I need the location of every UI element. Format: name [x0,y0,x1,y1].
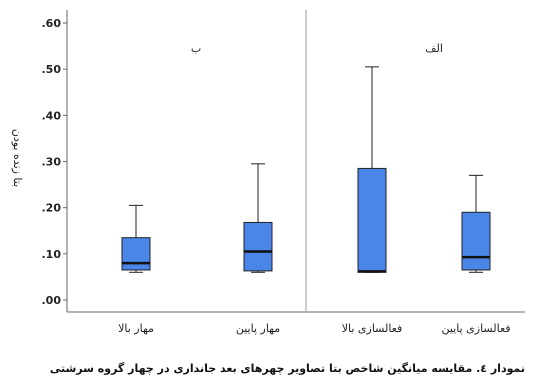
box-iqr [461,211,491,271]
box-iqr [243,221,273,272]
category-label: فعالسازی بالا [342,322,403,335]
y-tick-label: .60 [42,17,62,30]
y-tick-label: .40 [42,109,62,122]
box-iqr [357,167,387,273]
y-axis-title: بتا زنده بودن [11,129,24,187]
box-1-0 [357,66,387,273]
y-tick-label: .20 [42,202,62,215]
figure-caption: نمودار ٤. مقایسه میانگین شاخص بتا تصاویر… [49,362,525,375]
box-iqr [121,237,151,271]
boxes [121,66,491,273]
y-tick-label: .00 [42,294,62,307]
panel-label-right: الف [425,42,443,55]
panel-label-left: ب [191,42,201,55]
box-1-1 [461,174,491,273]
plot-frame [66,10,525,313]
category-label: مهار بالا [118,322,154,335]
category-label: مهار پایین [236,322,280,335]
y-tick-label: .30 [42,156,62,169]
box-0-1 [243,163,273,273]
y-axis: .00 .10 .20 .30 .40 .50 .60 [42,17,67,307]
y-tick-label: .50 [42,63,62,76]
box-0-0 [121,204,151,273]
y-tick-label: .10 [42,248,62,261]
category-labels: مهار بالا مهار پایین فعالسازی بالا فعالسازی… [118,322,510,335]
category-label: فعالسازی پایین [441,322,510,335]
